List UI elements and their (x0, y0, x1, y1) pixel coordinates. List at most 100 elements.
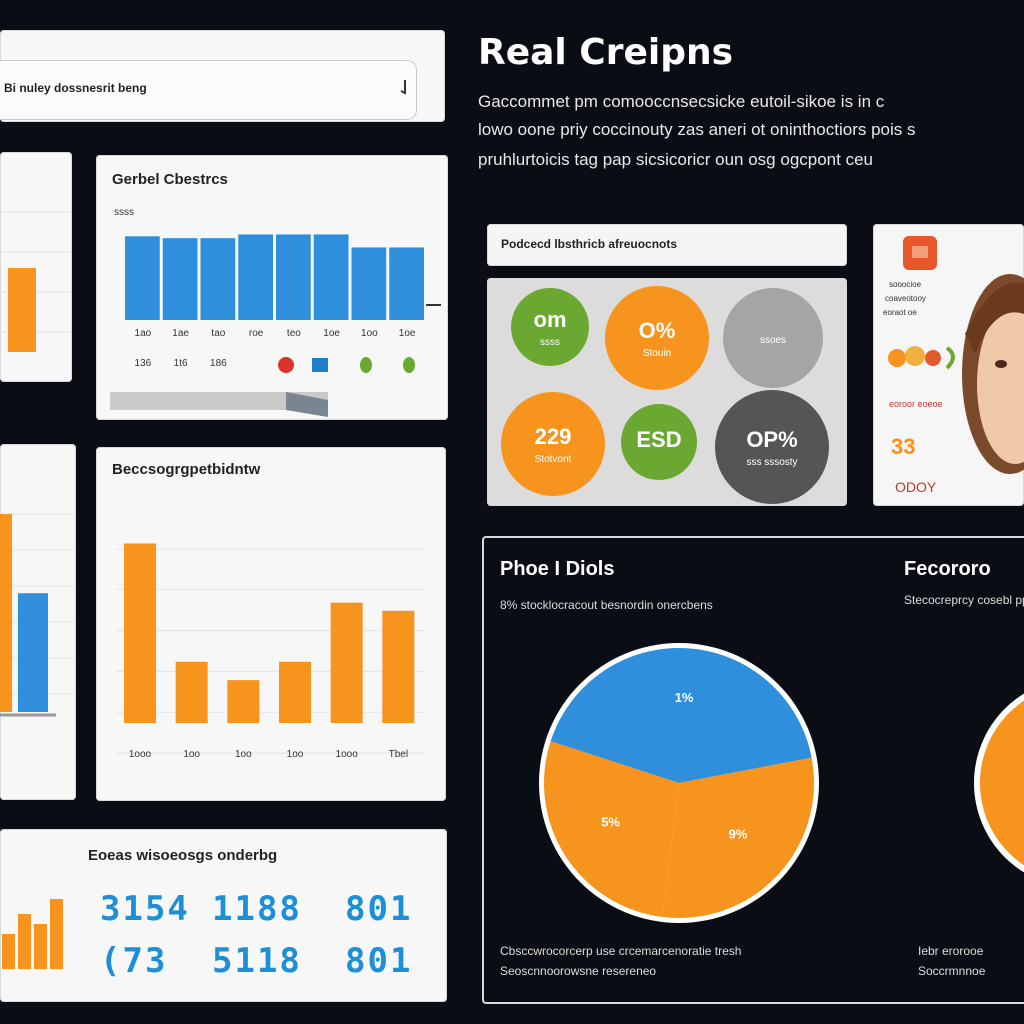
pie-1-slice-2 (544, 741, 679, 917)
portrait-line-2: coaveotooy (885, 294, 926, 303)
big-number-2-1: (73 (100, 941, 168, 981)
bar-1-label-2: tao (211, 328, 225, 339)
mini-bar-2 (34, 924, 47, 969)
bar-2-5 (382, 610, 415, 723)
bar-2-label-3: 1oo (287, 749, 304, 760)
slim-chart-card-2 (0, 444, 76, 800)
bubble-4-label: Stotvont (534, 453, 572, 465)
bar-chart-card-2: Beccsogrgpetbidntw 1ooo 1oo 1oo 1oo 1ooo Tbel (96, 447, 446, 801)
bar-2-4 (330, 602, 363, 723)
bar-1-7 (389, 247, 424, 320)
big-number-1-1: 3154 (100, 889, 190, 929)
bar-1-6 (351, 247, 387, 320)
bubble-6: OP% sss sssosty (715, 390, 829, 504)
box-icon (312, 358, 328, 372)
search-input[interactable]: Bi nuley dossnesrit beng (0, 60, 417, 120)
pie-chart-1: 1% 9% 5% (539, 643, 819, 923)
intro-line-3: pruhlurtoicis tag pap sicsicoricr oun os… (478, 150, 873, 169)
pie-1-label-0: 1% (675, 690, 694, 705)
numbers-card-title: Eoeas wisoeosgs onderbg (88, 847, 278, 864)
leaf-icon (360, 357, 372, 373)
search-text: Bi nuley dossnesrit beng (4, 81, 147, 95)
bar-1-0 (125, 236, 160, 320)
bar-1-sub-2: 186 (210, 358, 227, 369)
fruit-icons (888, 346, 955, 370)
pie-1-subtitle: 8% stocklocracout besnordin onercbens (500, 598, 713, 612)
big-number-1-2: 1188 (212, 889, 302, 929)
bar-1-label-4: teo (287, 328, 301, 339)
portrait-card: sooocioe coaveotooy eoraot oe eoroor eoe… (873, 224, 1024, 506)
bar-chart-card-1: Gerbel Cbestrcs ssss 1ao 136 1ae 1t6 tao 186 r… (96, 155, 448, 420)
intro-line-2: lowo oone priy coccinouty zas aneri ot o… (478, 120, 916, 139)
bar-2-1 (175, 661, 208, 723)
scrollbar[interactable] (110, 392, 328, 410)
pie-1-slice-1 (662, 757, 814, 918)
big-number-2-3: 801 (345, 941, 413, 981)
bubble-2: O% Stouin (605, 286, 709, 390)
bubble-1-value: om (533, 306, 567, 332)
bubble-3: ssoes (723, 288, 823, 388)
bar-2-label-2: 1oo (235, 749, 252, 760)
bar-1-label-6: 1oo (361, 328, 378, 339)
bar-1-sub-0: 136 (135, 358, 152, 369)
slim-2-bar-a (0, 514, 12, 712)
slim-chart-card-1 (0, 152, 72, 382)
portrait-line-1: sooocioe (889, 280, 922, 289)
bubble-2-label: Stouin (642, 347, 672, 359)
bar-2-2 (227, 680, 260, 723)
bubble-header-card: Podcecd lbsthricb afreuocnots (487, 224, 847, 266)
page-title: Real Creipns (478, 32, 734, 73)
intro-line-1: Gaccommet pm comooccnsecsicke eutoil-sik… (478, 92, 885, 111)
pie-1-label-2: 5% (601, 814, 620, 829)
bubble-4-value: 229 (534, 423, 572, 449)
portrait-list-a: eoroor eoeoe (889, 399, 943, 409)
portrait-value-b: ODOY (895, 479, 937, 495)
bar-1-2 (200, 238, 236, 320)
mini-bar-chart (2, 899, 63, 969)
bubble-header-label: Podcecd lbsthricb afreuocnots (501, 237, 678, 251)
pie-1-slice-0 (550, 648, 812, 783)
bubbles-card: om ssss O% Stouin ssoes 229 Stotvont ESD… (487, 278, 847, 506)
mini-bar-0 (2, 934, 15, 969)
bubble-1-label: ssss (540, 336, 560, 348)
mini-bar-1 (18, 914, 31, 969)
bar-2-label-0: 1ooo (129, 749, 152, 760)
bar-chart-1-ylabel: ssss (114, 207, 134, 218)
scroll-thumb[interactable] (286, 392, 328, 417)
portrait-photo (962, 274, 1024, 474)
cursor-icon (400, 80, 406, 95)
bubble-5: ESD (621, 404, 697, 480)
bar-1-3 (238, 234, 273, 320)
bar-1-label-1: 1ae (172, 328, 189, 339)
bar-chart-2-title: Beccsogrgpetbidntw (112, 461, 261, 478)
heart-icon (278, 357, 294, 373)
bubble-4: 229 Stotvont (501, 392, 605, 496)
bar-2-0 (124, 543, 156, 723)
slim-bar-chart-1 (0, 211, 72, 352)
bar-2-3 (279, 661, 311, 723)
bubble-3-label: ssoes (759, 334, 787, 346)
bar-1-sub-1: 1t6 (174, 358, 188, 369)
slim-1-bar (8, 268, 36, 352)
bar-2-label-5: Tbel (389, 749, 408, 760)
bar-1-label-7: 1oe (399, 328, 416, 339)
search-card: Bi nuley dossnesrit beng (0, 30, 445, 122)
pie-1-footnote-1: Cbsccwrocorcerp use crcemarcenoratie tre… (500, 944, 742, 958)
slim-bar-chart-2 (0, 513, 76, 717)
big-number-1-3: 801 (345, 889, 413, 929)
big-number-2-2: 5118 (212, 941, 302, 981)
pie-1-title: Phoe I Diols (500, 558, 615, 580)
bar-1-label-5: 1oe (323, 328, 340, 339)
bar-1-1 (162, 238, 198, 320)
bubble-5-value: ESD (636, 427, 682, 452)
pie-1-footnote-2: Seoscnnoorowsne resereneo (500, 964, 657, 978)
leaf-icon-2 (403, 357, 415, 373)
pie-2-footnote-2: Soccrmnnoe (918, 964, 986, 978)
bar-chart-1: 1ao 136 1ae 1t6 tao 186 roe teo 1oe 1oo 1oe (110, 234, 441, 417)
portrait-line-3: eoraot oe (883, 308, 917, 317)
mini-bar-3 (50, 899, 63, 969)
pie-2-title: Fecororo (904, 558, 991, 580)
bubble-6-label: sss sssosty (746, 456, 798, 468)
bar-chart-1-title: Gerbel Cbestrcs (112, 171, 228, 188)
portrait-value-a: 33 (891, 434, 916, 459)
